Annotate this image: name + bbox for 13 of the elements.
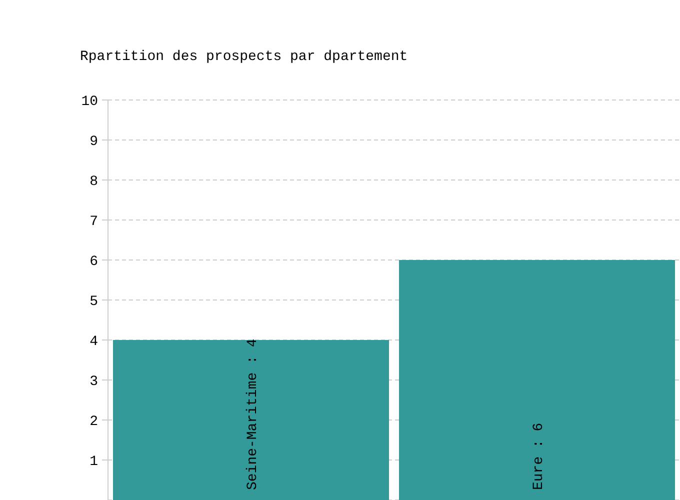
y-tick-label: 3 — [90, 374, 98, 390]
y-tick-label: 8 — [90, 174, 98, 190]
y-tick-label: 7 — [90, 214, 98, 230]
chart-title: Rpartition des prospects par dpartement — [80, 49, 408, 65]
y-tick-label: 1 — [90, 454, 98, 470]
y-tick-label: 6 — [90, 254, 98, 270]
y-tick-label: 9 — [90, 134, 98, 150]
data-label: Eure : 6 — [531, 422, 547, 490]
data-label: Seine-Maritime : 4 — [245, 338, 261, 490]
y-tick-label: 2 — [90, 414, 98, 430]
y-tick-label: 5 — [90, 294, 98, 310]
y-tick-label: 10 — [81, 94, 98, 110]
y-tick-label: 4 — [90, 334, 98, 350]
